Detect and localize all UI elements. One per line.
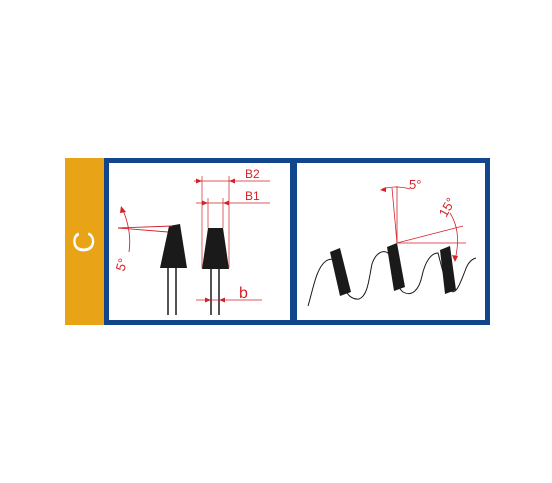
side-angle-label: 15° bbox=[436, 195, 459, 220]
tooth-front-view bbox=[202, 228, 229, 269]
b2-arrow-right bbox=[229, 178, 235, 184]
angle-arrowhead bbox=[120, 206, 126, 213]
carbide-tooth-3 bbox=[440, 246, 456, 294]
top-angle-arrowhead bbox=[380, 187, 386, 192]
b-label: b bbox=[239, 285, 248, 302]
b1-arrow-right bbox=[223, 200, 229, 206]
angle-label-left: 5° bbox=[113, 256, 131, 272]
top-angle-tilted bbox=[391, 187, 398, 244]
b-arrow-left bbox=[205, 297, 211, 303]
angle-arc bbox=[122, 209, 131, 253]
angle-tilt-line bbox=[117, 227, 169, 233]
b1-label: B1 bbox=[245, 189, 260, 203]
right-panel: 5° 15° bbox=[307, 177, 477, 307]
side-angle-tilted bbox=[396, 225, 464, 244]
b-arrow-right bbox=[219, 297, 225, 303]
b2-label: B2 bbox=[245, 167, 260, 181]
left-panel: 5° B2 B1 b bbox=[113, 167, 270, 315]
top-angle-label: 5° bbox=[409, 177, 421, 192]
left-panel-frame bbox=[104, 158, 295, 325]
right-panel-frame bbox=[292, 158, 490, 325]
b2-arrow-left bbox=[196, 178, 202, 184]
grade-tab bbox=[65, 158, 107, 325]
side-angle-arc bbox=[449, 212, 458, 261]
carbide-tooth-2 bbox=[387, 243, 405, 291]
side-angle-arrowhead bbox=[452, 255, 458, 262]
carbide-tooth-1 bbox=[330, 248, 351, 296]
tooth-side-view bbox=[160, 224, 187, 268]
grade-letter: C bbox=[68, 231, 101, 253]
top-angle-arc bbox=[381, 186, 411, 190]
b1-arrow-left bbox=[202, 200, 208, 206]
angle-reference-line bbox=[117, 225, 173, 229]
